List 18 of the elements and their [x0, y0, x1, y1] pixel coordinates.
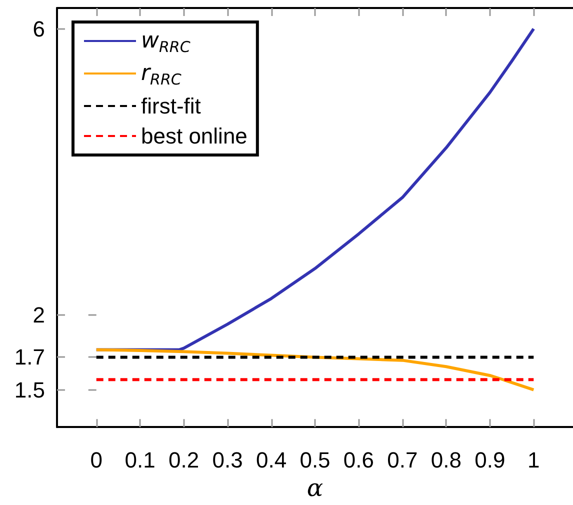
y-tick-label: 1.7	[14, 344, 45, 370]
legend-label: best online	[141, 124, 248, 148]
x-tick-label: 1	[528, 448, 540, 473]
legend-label: first-fit	[141, 94, 201, 118]
x-tick-label: 0.3	[212, 448, 243, 473]
x-tick-label: 0	[90, 448, 102, 473]
x-tick-label: 0.9	[474, 448, 506, 473]
x-tick-label: 0.1	[124, 448, 156, 473]
x-tick-label: 0.6	[343, 448, 374, 473]
x-tick-label: 0.2	[168, 448, 200, 473]
x-tick-label: 0.5	[300, 448, 330, 473]
x-tick-label: 0.7	[387, 448, 418, 473]
y-tick-label: 2	[32, 302, 45, 328]
y-tick-label: 1.5	[14, 377, 45, 402]
x-tick-label: 0.4	[256, 448, 287, 473]
x-axis-title: α	[306, 474, 324, 502]
y-tick-label: 6	[32, 16, 45, 42]
x-tick-label: 0.8	[430, 448, 462, 473]
